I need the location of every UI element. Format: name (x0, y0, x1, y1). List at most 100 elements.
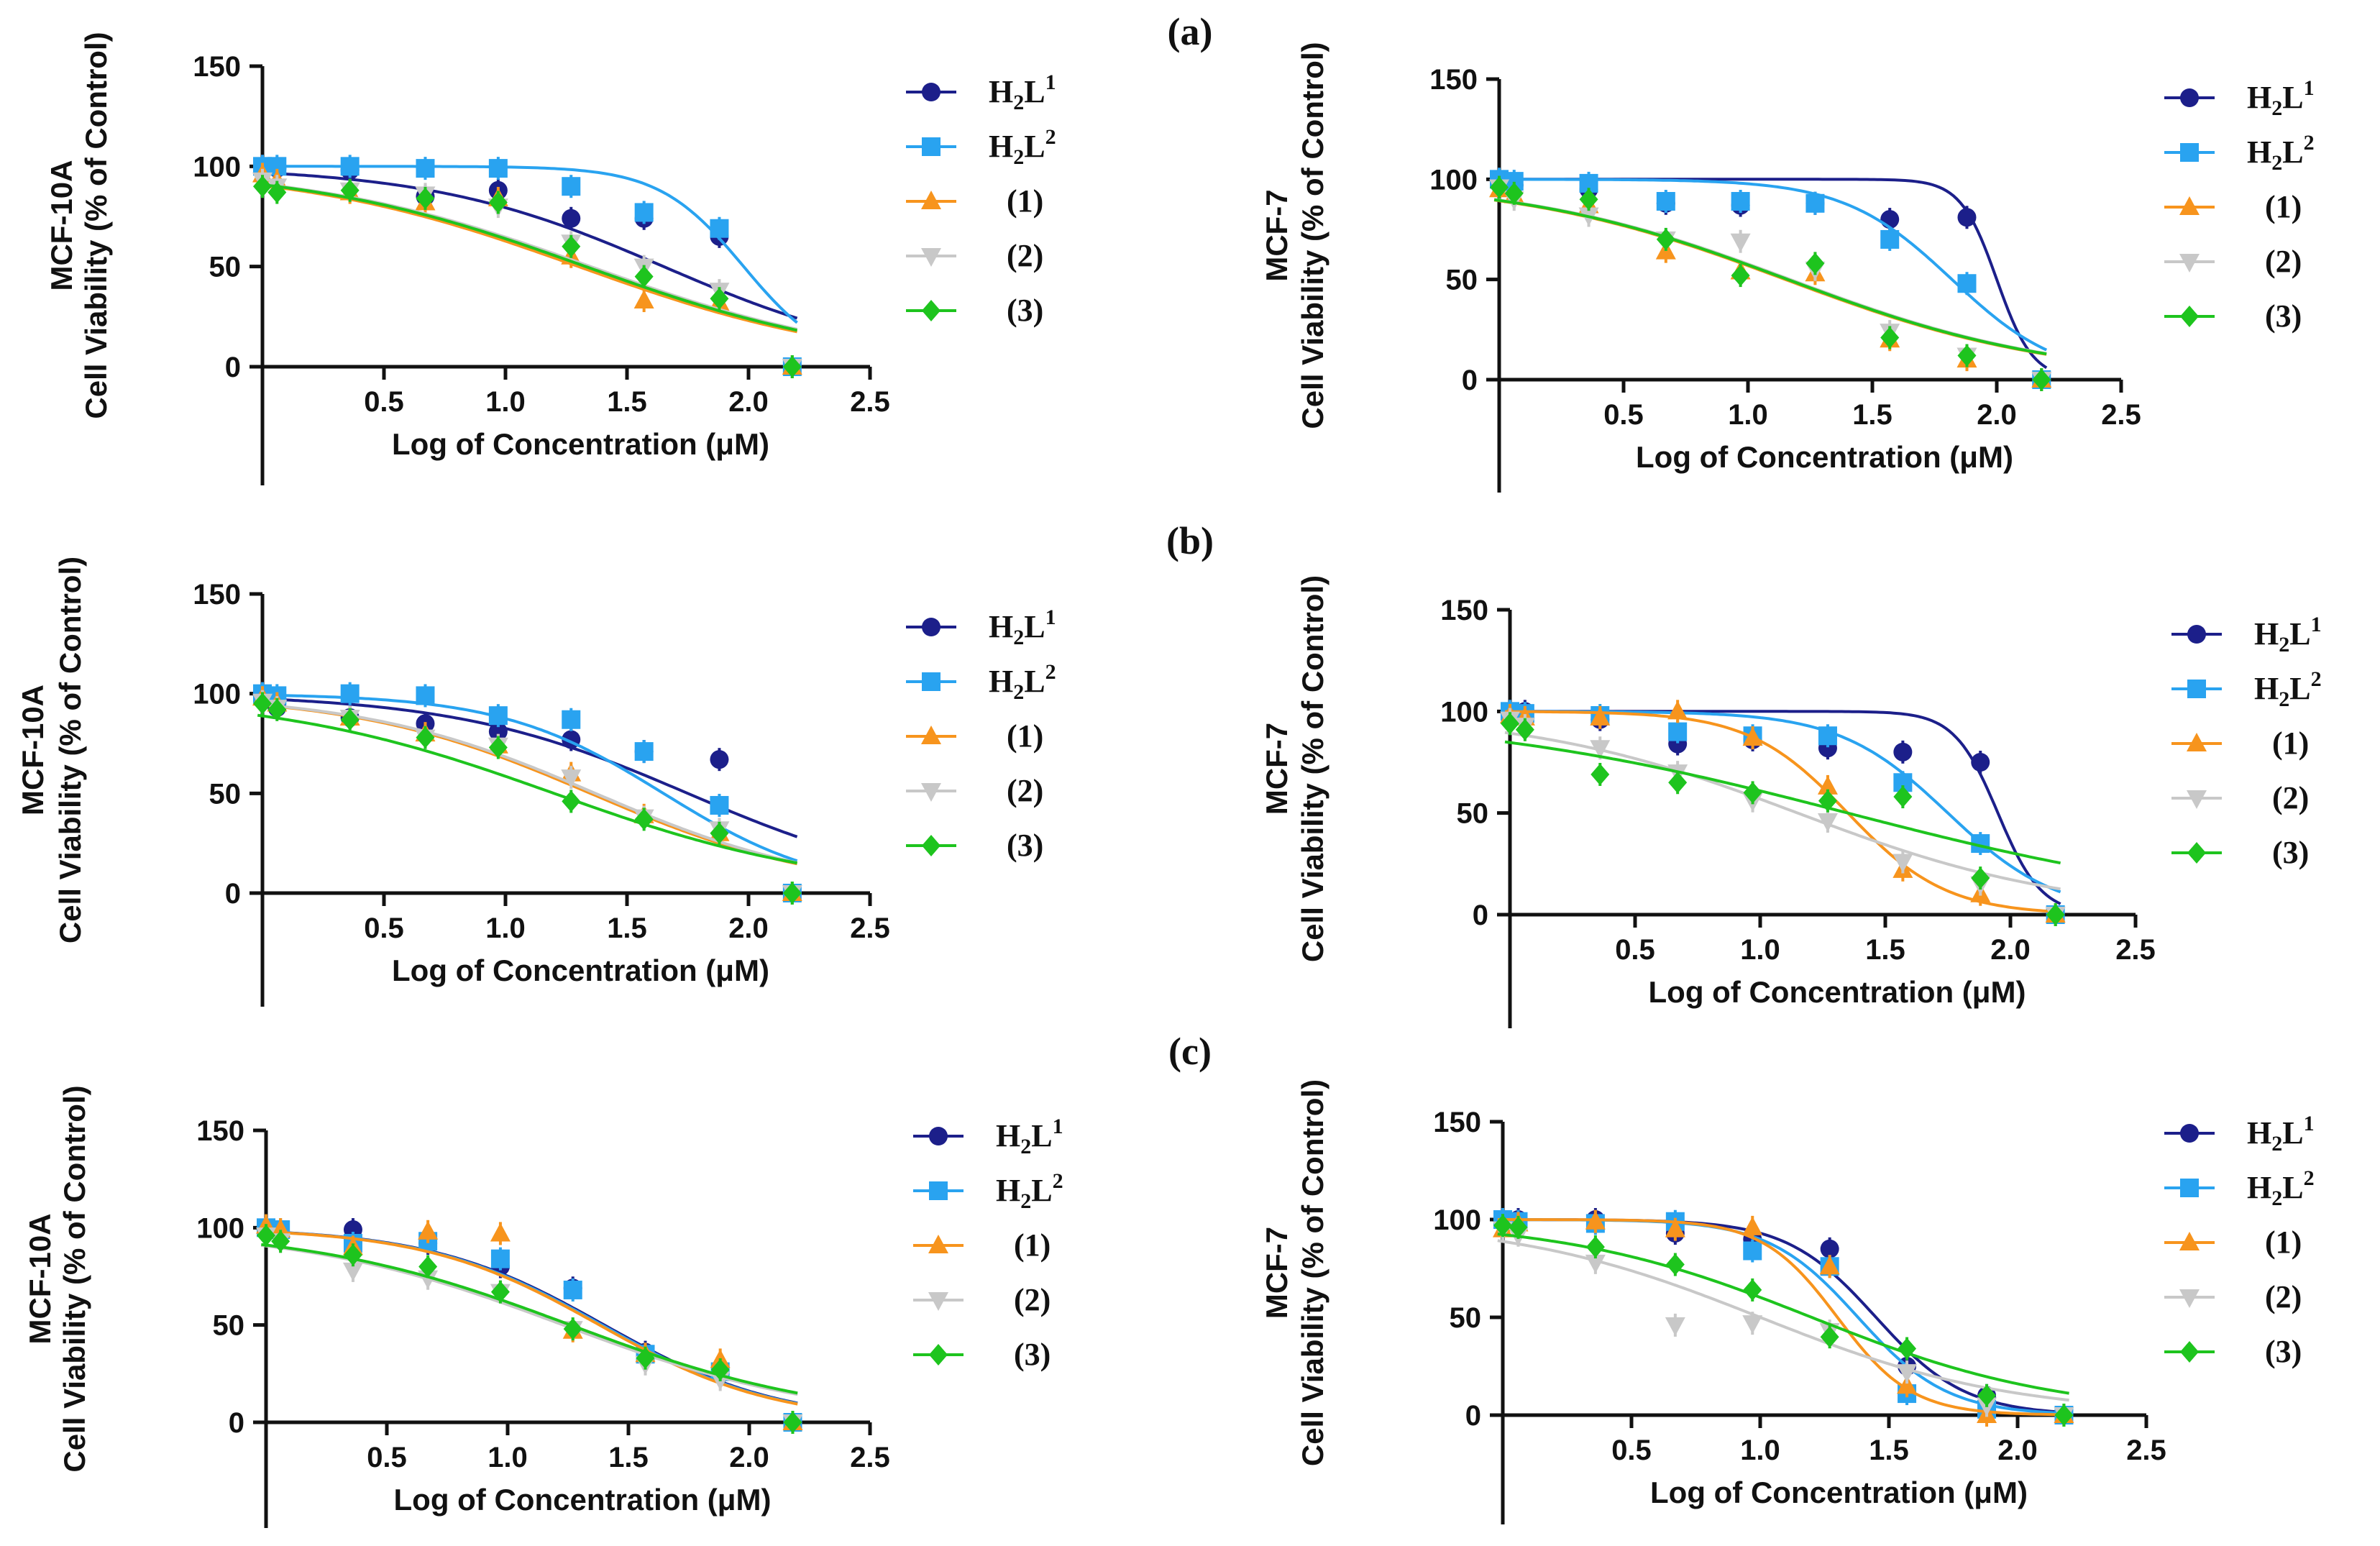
legend-label: H2L1 (989, 70, 1056, 114)
data-point (1731, 191, 1750, 211)
x-tick-label: 0.5 (364, 386, 404, 418)
x-tick-label: 0.5 (1611, 1435, 1652, 1466)
data-point (1820, 1239, 1839, 1258)
legend-marker (2187, 842, 2206, 864)
x-tick-label: 2.5 (850, 1442, 890, 1473)
x-tick-label: 1.0 (485, 912, 526, 944)
legend-label: (1) (2272, 726, 2309, 761)
data-point (1668, 772, 1688, 794)
data-point (416, 159, 435, 178)
data-point (488, 706, 508, 726)
data-point (1730, 233, 1751, 252)
legend-label: H2L1 (2247, 76, 2315, 120)
data-point (271, 1230, 290, 1253)
legend-label: (3) (2272, 835, 2309, 870)
chart-2: 0 50 100 150 0.5 1.0 1.5 2.0 2.5 Log of Concentra… (16, 557, 1056, 1007)
fit-curve-0 (257, 697, 798, 838)
legend-label: H2L2 (989, 125, 1056, 169)
fit-curve-4 (1493, 198, 2047, 356)
y-axis-title-line2: Cell Viability (% of Control) (1296, 1079, 1329, 1466)
data-point (636, 1347, 655, 1369)
data-point (1820, 1326, 1839, 1348)
data-point (1731, 265, 1750, 287)
legend-marker (2187, 625, 2206, 644)
legend-marker (921, 726, 941, 744)
data-point (418, 1255, 438, 1278)
fit-curve-0 (1497, 1218, 2069, 1414)
data-point (1665, 1218, 1685, 1238)
y-tick-label: 150 (193, 51, 241, 83)
legend-marker (928, 1235, 948, 1253)
legend-marker (2187, 733, 2207, 751)
data-point (1805, 193, 1825, 213)
legend-marker (2187, 680, 2206, 698)
data-point (1971, 867, 1990, 889)
fit-curve-2 (1497, 1218, 2069, 1417)
legend-label: (2) (2272, 780, 2309, 815)
legend-label: H2L1 (989, 605, 1056, 649)
data-point (270, 1219, 291, 1238)
legend-marker (2179, 254, 2200, 273)
legend-label: (1) (2265, 1225, 2302, 1260)
data-point (1880, 326, 1900, 349)
data-point (342, 1262, 363, 1281)
x-axis-title: Log of Concentration (μM) (392, 953, 769, 987)
x-tick-label: 0.5 (1603, 399, 1644, 431)
legend-label: H2L2 (996, 1169, 1063, 1213)
data-point (1509, 1216, 1528, 1238)
legend-marker (2180, 306, 2199, 327)
legend-marker (2180, 143, 2199, 162)
y-tick-label: 150 (1440, 595, 1488, 626)
legend-marker (929, 1181, 948, 1200)
data-point (562, 790, 581, 813)
data-point (1817, 813, 1838, 832)
fit-curve-4 (257, 713, 797, 865)
legend-label: (3) (2265, 298, 2302, 334)
data-point (782, 882, 802, 904)
data-point (562, 209, 581, 228)
data-point (1742, 1315, 1763, 1335)
data-point (710, 288, 729, 310)
x-tick-label: 2.0 (1990, 934, 2031, 966)
data-point (490, 1222, 511, 1242)
y-axis-title-line1: MCF-7 (1260, 189, 1294, 281)
data-point (1957, 344, 1977, 367)
data-point (1590, 740, 1611, 759)
x-tick-label: 2.5 (2126, 1435, 2166, 1466)
data-point (710, 795, 729, 815)
data-point (710, 750, 729, 769)
legend-label: (2) (2265, 1279, 2302, 1314)
x-tick-label: 1.5 (607, 386, 647, 418)
x-tick-label: 2.5 (2115, 934, 2156, 966)
data-point (562, 177, 581, 196)
legend-label: (2) (1007, 238, 1043, 273)
legend-marker (922, 835, 940, 856)
data-point (1805, 252, 1825, 275)
data-point (340, 179, 360, 201)
data-point (253, 692, 272, 715)
x-tick-label: 2.5 (850, 386, 890, 418)
y-tick-label: 0 (229, 1407, 244, 1439)
x-axis-title: Log of Concentration (μM) (1636, 440, 2013, 474)
x-tick-label: 1.5 (608, 1442, 649, 1473)
y-tick-label: 50 (209, 778, 242, 810)
x-tick-label: 1.5 (1869, 1435, 1909, 1466)
fit-curve-1 (1497, 1218, 2069, 1415)
data-point (1665, 1317, 1685, 1336)
legend-marker (928, 1292, 948, 1311)
y-tick-label: 0 (225, 878, 241, 910)
x-tick-label: 1.0 (1728, 399, 1768, 431)
data-point (257, 1225, 275, 1247)
x-tick-label: 1.0 (1740, 934, 1780, 966)
data-point (267, 181, 287, 203)
data-point (1585, 1254, 1606, 1273)
legend-marker (922, 672, 940, 691)
legend-marker (922, 300, 940, 321)
legend-label: (3) (1007, 828, 1043, 863)
y-tick-label: 150 (1433, 1107, 1481, 1138)
y-axis-title-line2: Cell Viability (% of Control) (1296, 42, 1329, 429)
data-point (1591, 763, 1610, 785)
legend-marker (929, 1127, 948, 1145)
legend-marker (2180, 88, 2199, 107)
legend-marker (2180, 1341, 2199, 1363)
